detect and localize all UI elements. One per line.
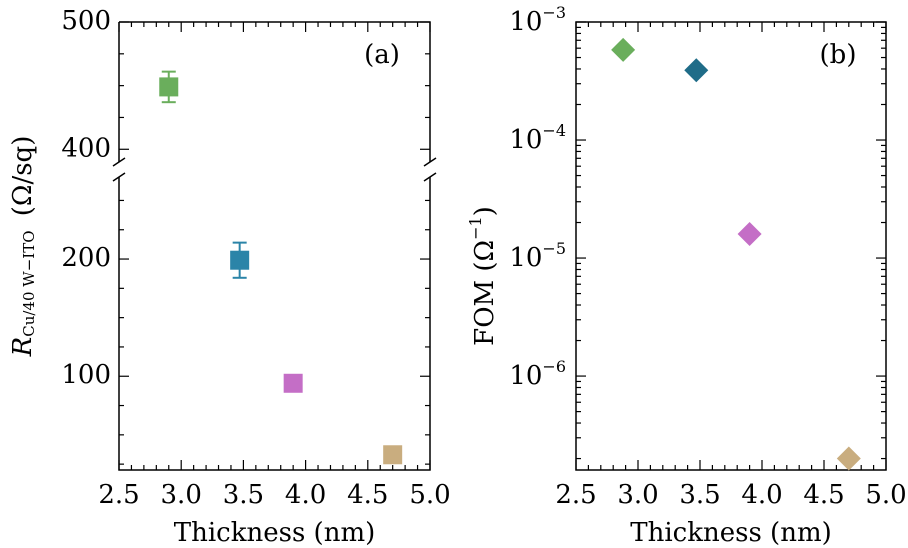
data-point-diamond — [684, 58, 709, 83]
y-tick-label: 10−5 — [509, 239, 566, 273]
y-axis-title: FOM (Ω−1) — [466, 206, 501, 346]
x-tick-label: 2.5 — [555, 480, 596, 510]
axis-break-mark — [423, 157, 437, 167]
y-axis-title: RCu/40 W−ITO (Ω/sq) — [8, 136, 38, 358]
x-tick-label: 3.0 — [161, 480, 202, 510]
y-tick-label: 10−3 — [509, 3, 566, 37]
y-tick-label: 10−6 — [509, 357, 566, 391]
x-tick-label: 5.0 — [409, 480, 450, 510]
x-tick-label: 5.0 — [865, 480, 906, 510]
axis-break-mark — [112, 172, 126, 182]
x-tick-label: 4.0 — [741, 480, 782, 510]
x-tick-label: 4.5 — [803, 480, 844, 510]
data-point-square — [283, 373, 303, 393]
data-point-diamond — [737, 221, 762, 246]
panel-a-frame-lower — [118, 177, 431, 471]
x-tick-label: 4.0 — [285, 480, 326, 510]
x-tick-label: 3.0 — [617, 480, 658, 510]
data-point-diamond — [836, 446, 861, 471]
data-point-square — [230, 250, 250, 270]
y-tick-label: 400 — [61, 133, 111, 163]
panel-label-b: (b) — [820, 40, 857, 70]
data-point-square — [159, 77, 179, 97]
x-axis-title: Thickness (nm) — [174, 518, 376, 548]
axis-break-mark — [112, 157, 126, 167]
panel-a: 2.5 3.0 3.5 4.0 4.5 5.0 400 500 100 200 (a) Thickne… — [8, 6, 451, 548]
y-tick-label: 10−4 — [509, 121, 566, 155]
x-tick-label: 4.5 — [347, 480, 388, 510]
y-tick-label: 200 — [61, 243, 111, 273]
panel-label-a: (a) — [364, 40, 400, 70]
axis-break-mark — [423, 172, 437, 182]
x-axis-title: Thickness (nm) — [630, 518, 832, 548]
x-tick-label: 3.5 — [679, 480, 720, 510]
y-tick-label: 100 — [61, 360, 111, 390]
data-point-diamond — [611, 37, 636, 62]
x-tick-label: 2.5 — [98, 480, 139, 510]
x-tick-label: 3.5 — [223, 480, 264, 510]
data-point-square — [383, 445, 403, 465]
panel-b-frame — [575, 21, 887, 471]
panel-b: 2.5 3.0 3.5 4.0 4.5 5.0 10−6 10−5 10−4 10−3 (b) Thi… — [466, 3, 907, 548]
y-tick-label: 500 — [61, 6, 111, 36]
